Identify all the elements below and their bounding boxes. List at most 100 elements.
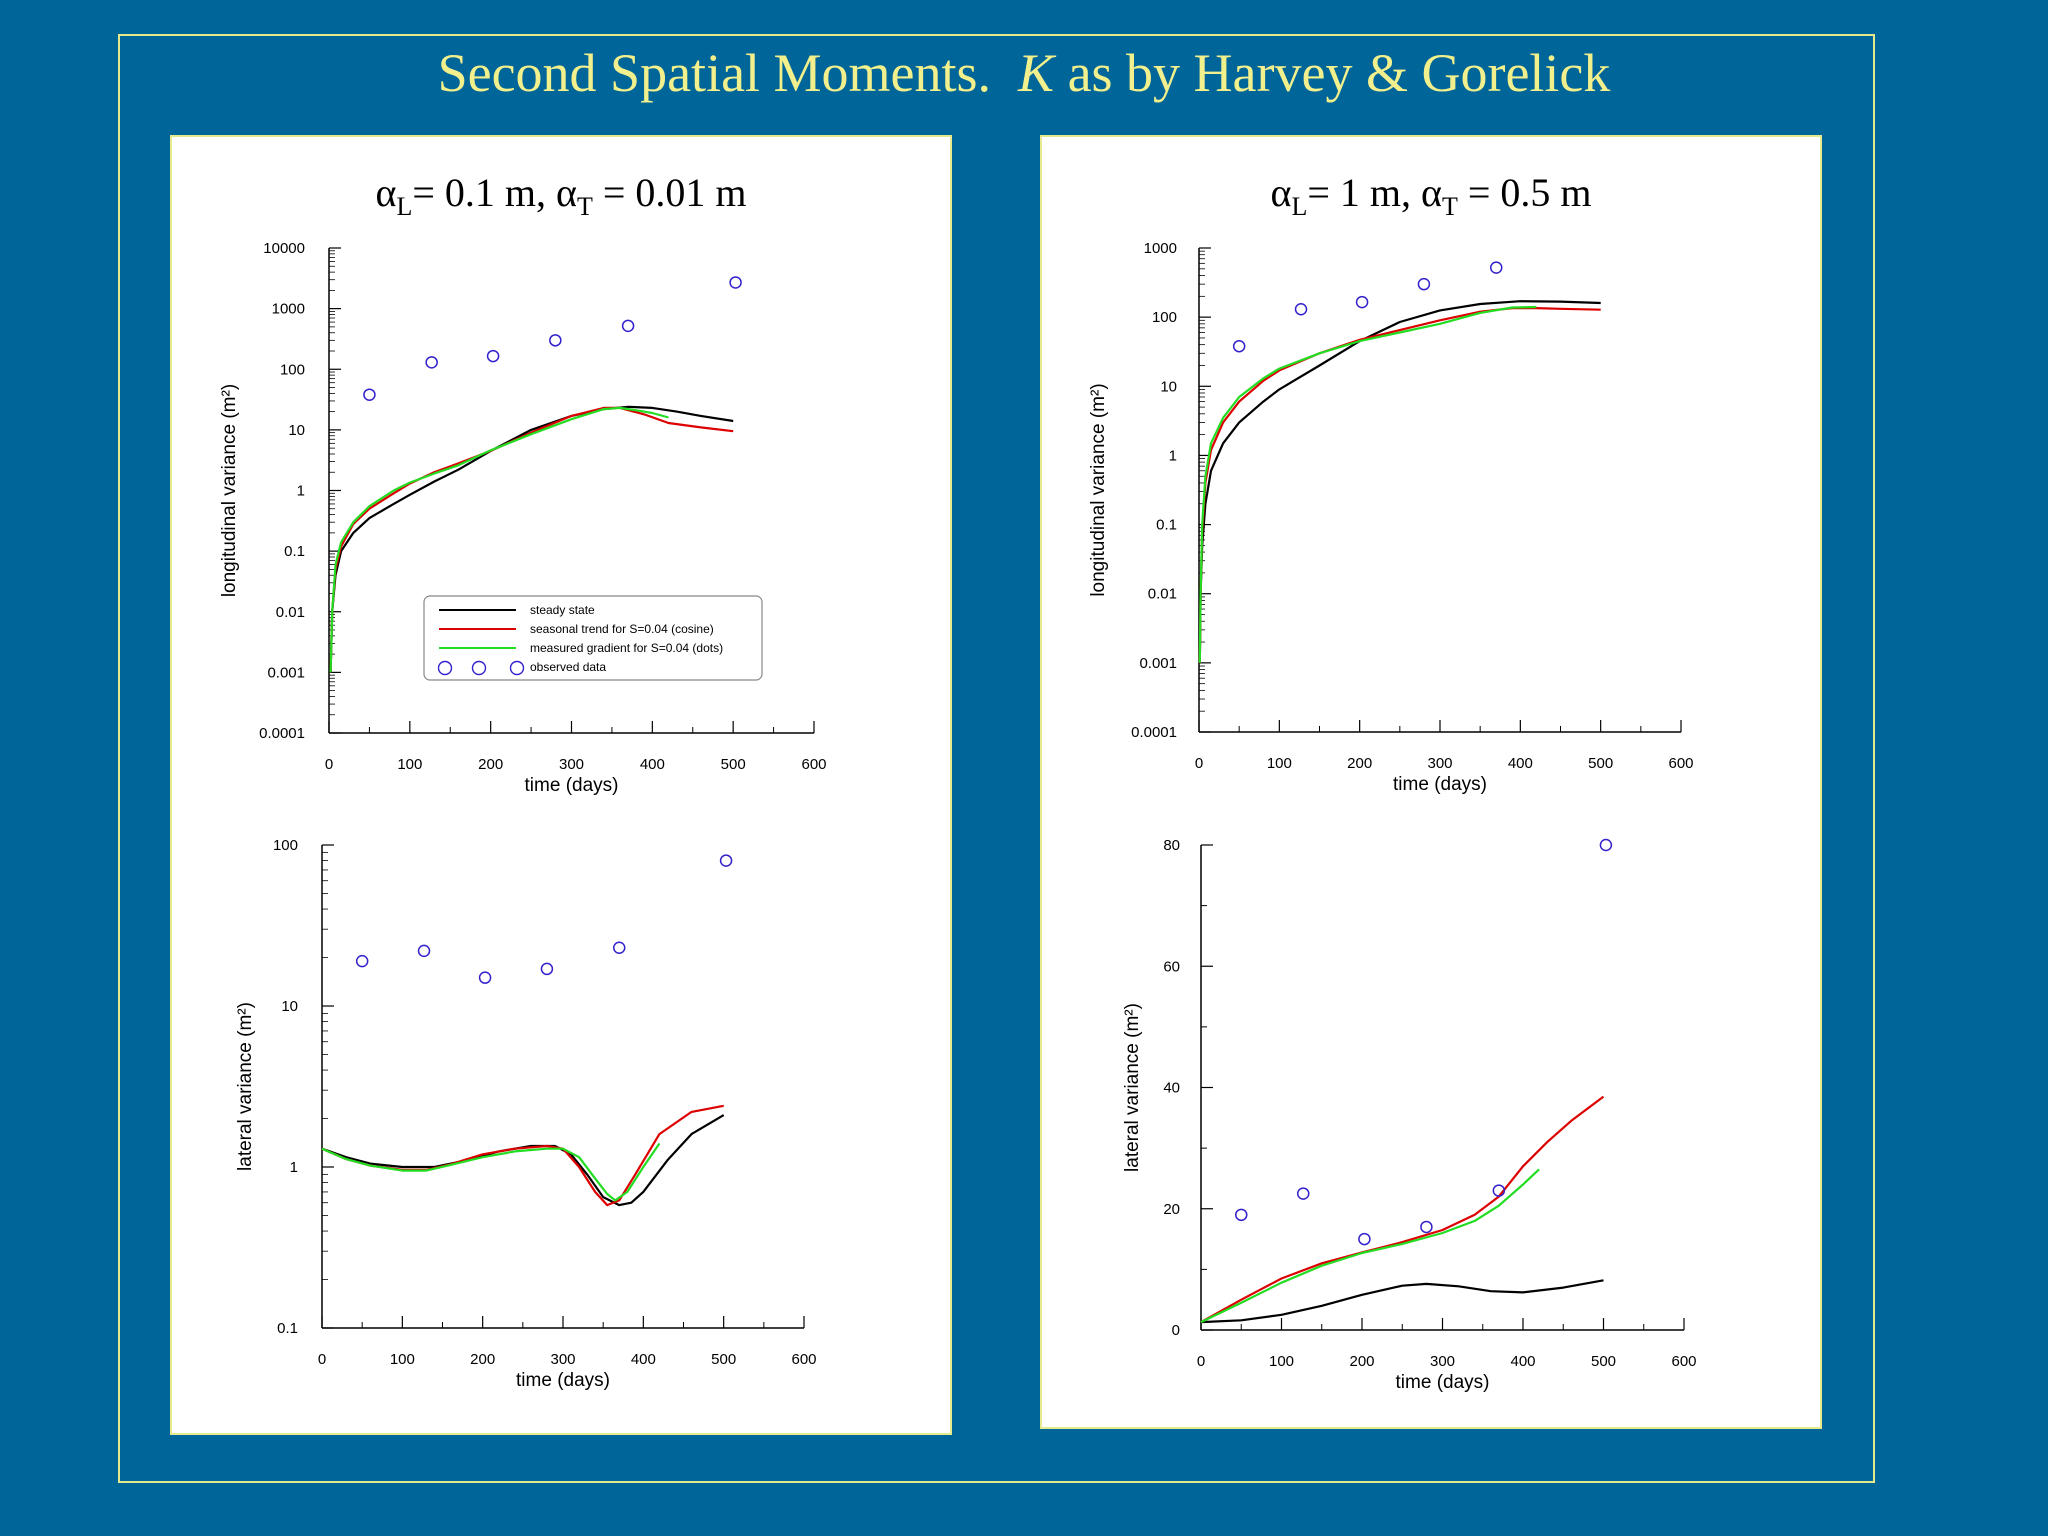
y-tick-label: 0 (1172, 1322, 1180, 1339)
y-tick-label: 0.1 (284, 543, 305, 560)
x-tick-label: 400 (640, 756, 665, 773)
observed-point (478, 971, 492, 984)
x-tick-label: 200 (1347, 755, 1372, 772)
observed-point (417, 944, 431, 958)
right-panel: αL= 1 m, αT = 0.5 m (1040, 135, 1822, 1429)
x-axis-label: time (days) (1393, 774, 1487, 795)
x-tick-label: 400 (1508, 755, 1533, 772)
y-tick-label: 40 (1163, 1080, 1180, 1097)
y-tick-label: 0.1 (1156, 517, 1177, 534)
observed-point (1355, 295, 1369, 309)
legend-label: steady state (530, 603, 595, 617)
slide-title-italic: K (1018, 43, 1055, 103)
observed-point (1492, 1184, 1506, 1197)
x-tick-label: 600 (1668, 755, 1693, 772)
y-tick-label: 1 (297, 483, 305, 500)
observed-point (1232, 339, 1246, 353)
x-tick-label: 0 (325, 756, 333, 773)
x-tick-label: 600 (1671, 1353, 1696, 1370)
y-axis-label: lateral variance (m²) (1122, 1003, 1143, 1172)
x-tick-label: 100 (390, 1351, 415, 1368)
x-axis-label: time (days) (516, 1370, 610, 1391)
x-tick-label: 600 (791, 1351, 816, 1368)
observed-point (729, 276, 742, 289)
y-tick-label: 0.01 (276, 604, 305, 621)
y-tick-label: 100 (1152, 309, 1177, 326)
x-tick-label: 0 (1197, 1353, 1205, 1370)
observed-point (621, 319, 635, 333)
y-tick-label: 0.001 (1139, 655, 1177, 672)
legend-swatch (509, 660, 525, 676)
observed-point (1489, 261, 1503, 274)
y-axis-label: longitudinal variance (m²) (1088, 383, 1109, 596)
x-tick-label: 300 (1430, 1353, 1455, 1370)
y-tick-label: 1000 (1144, 240, 1177, 257)
observed-point (1296, 1187, 1310, 1200)
x-tick-label: 100 (397, 756, 422, 773)
chart-left-top: 0 100 200 300 400 500 600 0.0001 0.001 0.01 0.1 1 10… (219, 240, 827, 796)
x-tick-label: 300 (1427, 755, 1452, 772)
y-tick-label: 0.1 (277, 1320, 298, 1337)
y-tick-label: 0.0001 (1131, 724, 1177, 741)
y-tick-label: 10 (288, 422, 305, 439)
x-tick-label: 200 (1349, 1353, 1374, 1370)
observed-point (1420, 1220, 1433, 1234)
legend-label: measured gradient for S=0.04 (dots) (530, 641, 723, 655)
x-tick-label: 400 (631, 1351, 656, 1368)
observed-point (363, 388, 376, 401)
slide-title-main: Second Spatial Moments. (437, 43, 992, 103)
series-line (329, 406, 669, 673)
x-tick-label: 100 (1267, 755, 1292, 772)
observed-point (540, 962, 554, 976)
observed-point (1417, 277, 1431, 291)
legend: steady state seasonal trend for S=0.04 (c… (423, 595, 763, 681)
chart-left-bottom: 0 100 200 300 400 500 600 0.1 1 10 100 time (days) l… (235, 837, 817, 1391)
x-tick-label: 500 (1591, 1353, 1616, 1370)
series-line (1198, 300, 1601, 663)
y-axis-label: lateral variance (m²) (235, 1002, 256, 1171)
slide-title: Second Spatial Moments. K as by Harvey &… (0, 42, 2048, 104)
y-tick-label: 10 (1160, 378, 1177, 395)
x-tick-label: 400 (1510, 1353, 1535, 1370)
series-line (321, 1114, 725, 1207)
observed-point (486, 349, 500, 363)
observed-point (549, 334, 562, 347)
x-tick-label: 600 (801, 756, 826, 773)
observed-point (719, 854, 733, 867)
x-tick-label: 0 (1195, 755, 1203, 772)
left-panel-title: αL= 0.1 m, αT = 0.01 m (375, 170, 747, 221)
y-tick-label: 1 (1169, 447, 1177, 464)
observed-point (612, 941, 626, 955)
x-tick-label: 300 (550, 1351, 575, 1368)
series-line (1200, 1279, 1604, 1324)
y-tick-label: 1000 (272, 301, 305, 318)
y-tick-label: 0.0001 (259, 725, 305, 742)
chart-right-bottom: 0 100 200 300 400 500 600 0 20 40 60 80 time (days) l… (1122, 837, 1697, 1393)
left-alpha-t: = 0.01 m (602, 170, 747, 215)
x-tick-label: 500 (711, 1351, 736, 1368)
observed-point (1235, 1208, 1248, 1222)
series-line (321, 1104, 724, 1207)
legend-label: observed data (530, 660, 606, 674)
legend-box (423, 595, 763, 681)
y-tick-label: 10 (281, 998, 298, 1015)
y-tick-label: 60 (1163, 958, 1180, 975)
observed-point (1358, 1232, 1371, 1246)
series-line (1198, 307, 1601, 663)
left-alpha-l: = 0.1 m, (412, 170, 546, 215)
series-line (1200, 1168, 1540, 1324)
right-alpha-l: = 1 m, (1307, 170, 1411, 215)
x-tick-label: 500 (1588, 755, 1613, 772)
x-tick-label: 500 (721, 756, 746, 773)
x-tick-label: 100 (1269, 1353, 1294, 1370)
right-alpha-t: = 0.5 m (1467, 170, 1592, 215)
x-tick-label: 0 (318, 1351, 326, 1368)
legend-label: seasonal trend for S=0.04 (cosine) (530, 622, 714, 636)
y-axis-label: longitudinal variance (m²) (219, 384, 240, 597)
series-line (1200, 1095, 1605, 1324)
y-tick-label: 0.001 (267, 664, 305, 681)
series-line (1198, 305, 1537, 663)
y-tick-label: 0.01 (1148, 586, 1177, 603)
y-tick-label: 80 (1163, 837, 1180, 854)
